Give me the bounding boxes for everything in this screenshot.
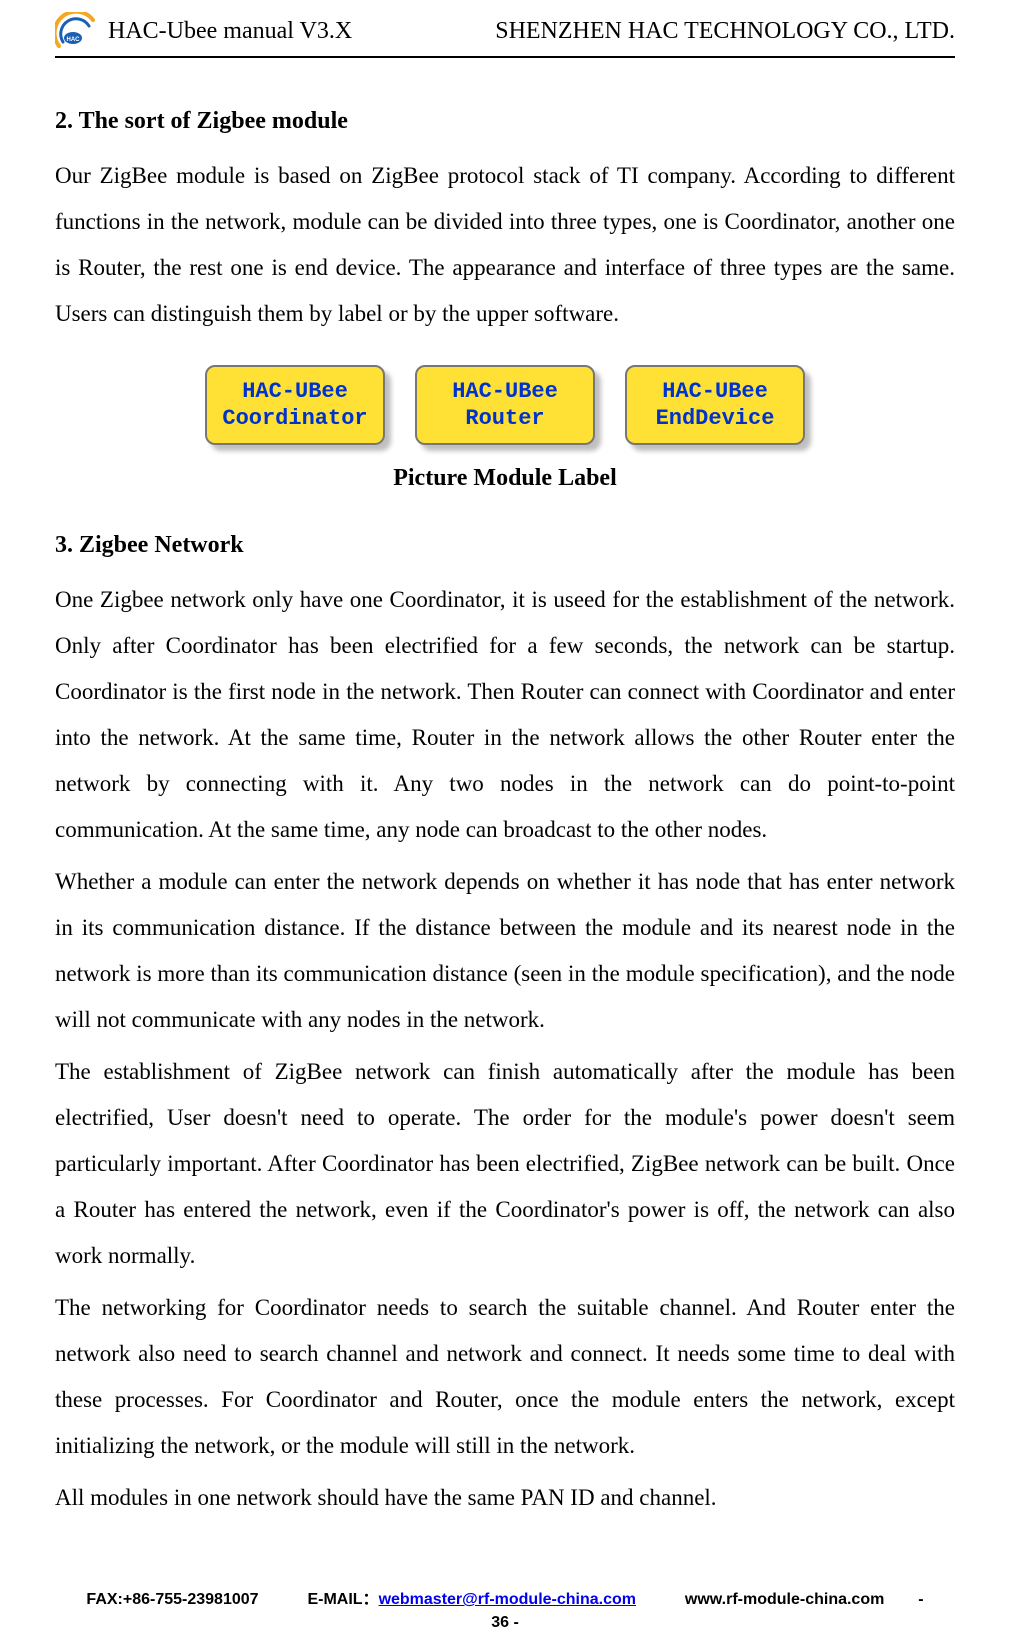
label-enddevice: HAC-UBee EndDevice — [625, 365, 805, 445]
label-router: HAC-UBee Router — [415, 365, 595, 445]
page-footer: FAX:+86-755-23981007 E-MAIL：webmaster@rf… — [0, 1589, 1010, 1634]
footer-page-number: 36 - — [491, 1614, 519, 1631]
section-3-para-3: The establishment of ZigBee network can … — [55, 1049, 955, 1279]
label-coordinator: HAC-UBee Coordinator — [205, 365, 385, 445]
label-router-line2: Router — [465, 405, 544, 433]
footer-fax: FAX:+86-755-23981007 — [86, 1591, 258, 1608]
section-3-para-2: Whether a module can enter the network d… — [55, 859, 955, 1043]
footer-page-sep: - — [918, 1591, 923, 1608]
page-header: HAC HAC-Ubee manual V3.X SHENZHEN HAC TE… — [55, 0, 955, 58]
label-coordinator-line1: HAC-UBee — [242, 378, 348, 406]
section-2-para-1: Our ZigBee module is based on ZigBee pro… — [55, 153, 955, 337]
section-3-para-4: The networking for Coordinator needs to … — [55, 1285, 955, 1469]
section-3-heading: 3. Zigbee Network — [55, 532, 955, 559]
doc-title: HAC-Ubee manual V3.X — [108, 18, 352, 45]
section-3-para-5: All modules in one network should have t… — [55, 1475, 955, 1521]
svg-text:HAC: HAC — [67, 37, 81, 43]
label-router-line1: HAC-UBee — [452, 378, 558, 406]
hac-logo: HAC — [55, 12, 100, 50]
footer-website: www.rf-module-china.com — [685, 1591, 884, 1608]
section-3-para-1: One Zigbee network only have one Coordin… — [55, 577, 955, 853]
company-name: SHENZHEN HAC TECHNOLOGY CO., LTD. — [352, 18, 955, 45]
section-2-heading: 2. The sort of Zigbee module — [55, 108, 955, 135]
label-coordinator-line2: Coordinator — [222, 405, 367, 433]
figure-caption: Picture Module Label — [55, 465, 955, 492]
label-enddevice-line1: HAC-UBee — [662, 378, 768, 406]
footer-email-label: E-MAIL： — [307, 1591, 378, 1608]
label-enddevice-line2: EndDevice — [656, 405, 775, 433]
module-labels-figure: HAC-UBee Coordinator HAC-UBee Router HAC… — [55, 365, 955, 445]
footer-email-link[interactable]: webmaster@rf-module-china.com — [379, 1591, 636, 1608]
